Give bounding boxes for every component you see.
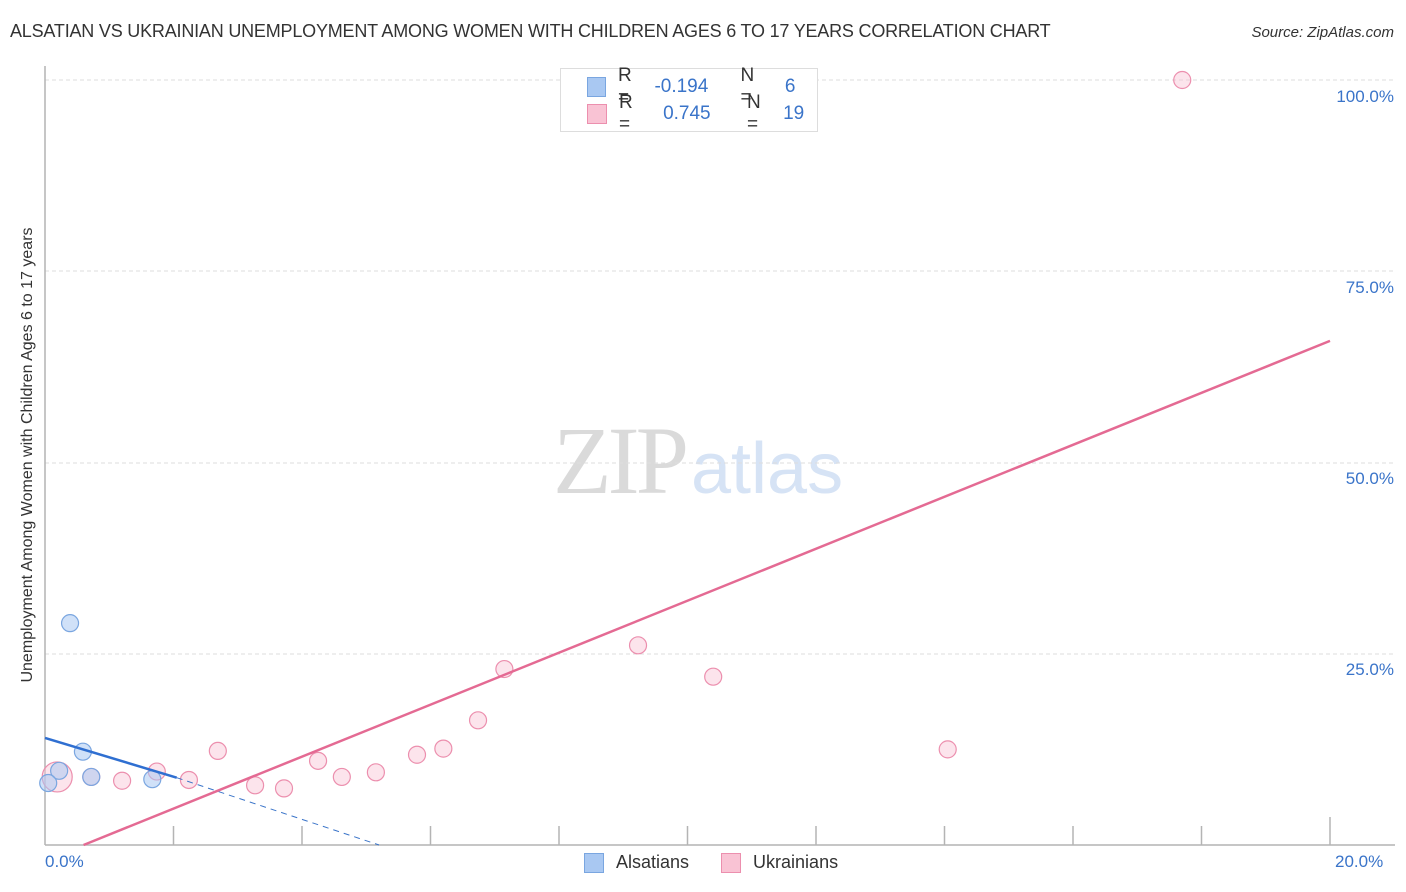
watermark-atlas: atlas bbox=[691, 429, 844, 509]
legend-row-ukrainians: R = 0.745 N = 19 bbox=[587, 92, 817, 135]
source-label: Source: ZipAtlas.com bbox=[1251, 24, 1394, 41]
ukrainian-point bbox=[179, 770, 199, 790]
y-tick-50: 50.0% bbox=[1345, 469, 1394, 488]
ukrainian-point bbox=[628, 636, 648, 655]
legend-item-alsatians[interactable]: Alsatians bbox=[584, 852, 689, 873]
ukrainian-point bbox=[245, 776, 265, 795]
x-tick-20: 20.0% bbox=[1335, 852, 1384, 871]
ukrainians-swatch bbox=[721, 852, 742, 873]
r-value: -0.194 bbox=[654, 76, 709, 97]
y-tick-25: 25.0% bbox=[1345, 660, 1394, 679]
legend-label: Alsatians bbox=[616, 852, 690, 872]
alsatians-trendline bbox=[44, 736, 178, 779]
r-value: 0.745 bbox=[663, 103, 711, 124]
ukrainian-point bbox=[274, 779, 294, 798]
ukrainian-point bbox=[704, 667, 723, 686]
gridlines bbox=[45, 79, 1395, 655]
ukrainians-swatch bbox=[587, 104, 607, 124]
ukrainian-point bbox=[208, 741, 227, 761]
alsatian-point bbox=[39, 773, 58, 793]
ukrainian-point bbox=[112, 771, 132, 790]
r-label: R = bbox=[618, 92, 633, 135]
x-tick-0: 0.0% bbox=[45, 852, 84, 871]
ukrainians-trendline bbox=[83, 339, 1331, 847]
axes bbox=[44, 66, 1395, 846]
x-ticks bbox=[172, 817, 1331, 845]
y-tick-75: 75.0% bbox=[1345, 278, 1394, 297]
watermark: ZIPatlas bbox=[553, 405, 843, 516]
alsatian-point bbox=[50, 761, 69, 780]
series-legend: Alsatians Ukrainians bbox=[584, 852, 870, 873]
r-label: R = bbox=[618, 65, 632, 108]
ukrainians-points bbox=[41, 70, 1192, 798]
legend-row-alsatians: R = -0.194 N = 6 bbox=[587, 65, 817, 108]
n-value: 19 bbox=[783, 103, 805, 124]
alsatians-points bbox=[39, 614, 162, 793]
alsatian-point bbox=[82, 767, 101, 787]
correlation-legend: R = -0.194 N = 6 R = 0.745 N = 19 bbox=[560, 65, 818, 135]
trendlines bbox=[44, 339, 1331, 847]
watermark-zip: ZIP bbox=[553, 407, 689, 514]
ukrainian-point bbox=[1173, 70, 1192, 90]
alsatians-swatch bbox=[587, 77, 606, 97]
ukrainian-point bbox=[468, 711, 488, 730]
n-value: 6 bbox=[784, 76, 796, 97]
y-axis-label: Unemployment Among Women with Children A… bbox=[19, 227, 36, 683]
alsatian-point bbox=[60, 614, 80, 633]
n-label: N = bbox=[740, 65, 755, 108]
chart-title: ALSATIAN VS UKRAINIAN UNEMPLOYMENT AMONG… bbox=[10, 21, 1051, 41]
ukrainian-point bbox=[308, 751, 328, 770]
legend-label: Ukrainians bbox=[753, 852, 839, 872]
ukrainian-point bbox=[366, 763, 385, 782]
ukrainian-point bbox=[938, 740, 957, 759]
alsatians-trend-extension bbox=[176, 777, 380, 846]
alsatians-swatch bbox=[584, 852, 604, 873]
ukrainian-point bbox=[332, 767, 351, 787]
ukrainian-point bbox=[434, 739, 453, 758]
ukrainian-point bbox=[407, 745, 427, 764]
legend-item-ukrainians[interactable]: Ukrainians bbox=[721, 852, 838, 873]
y-tick-100: 100.0% bbox=[1336, 87, 1394, 106]
n-label: N = bbox=[746, 92, 761, 135]
